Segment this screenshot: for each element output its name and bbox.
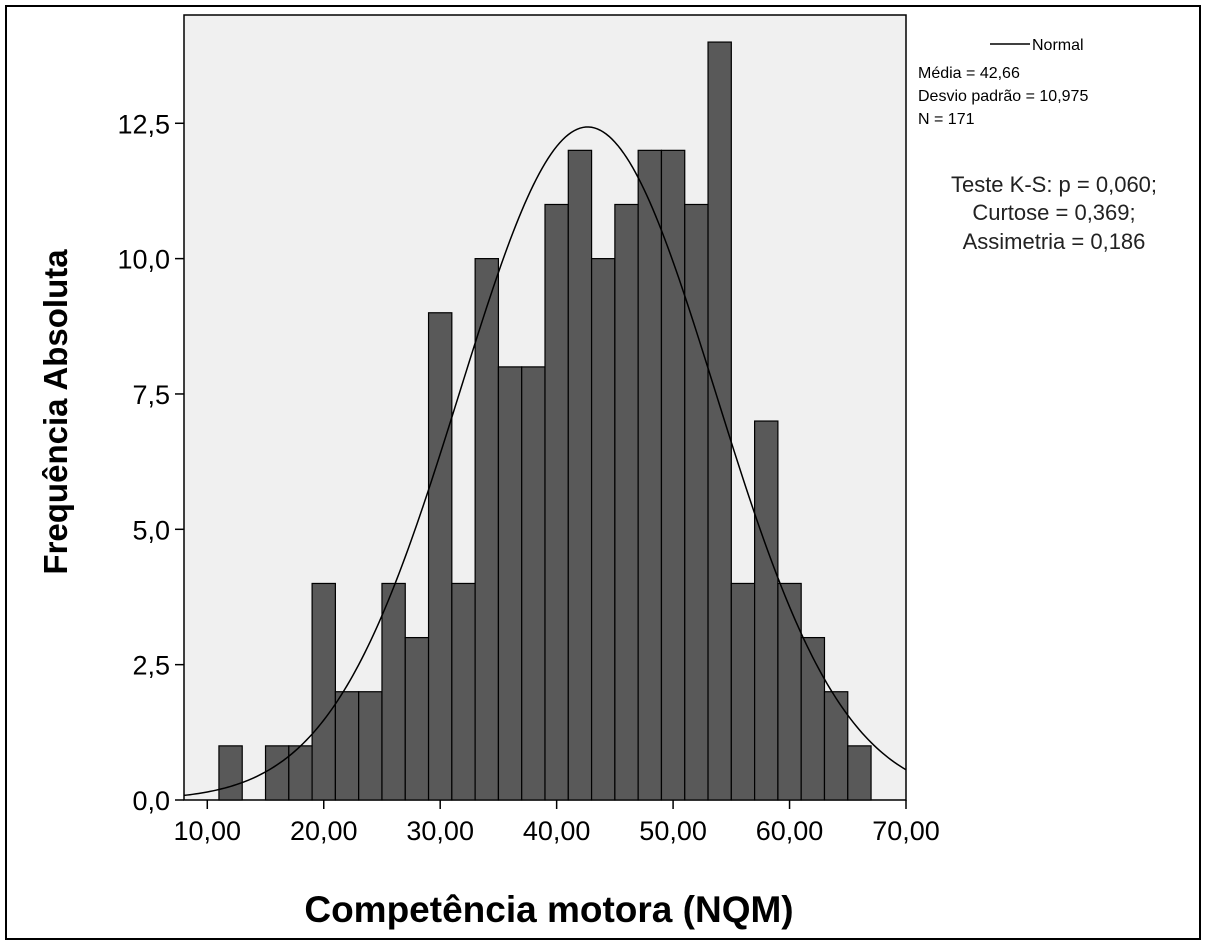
histogram-bar (311, 582, 336, 801)
histogram-bar (427, 312, 453, 801)
histogram-bar (823, 691, 849, 801)
histogram-bar (637, 149, 663, 801)
histogram-bar (544, 203, 569, 801)
legend-n: N = 171 (918, 111, 975, 128)
y-tick-label: 12,5 (117, 109, 170, 139)
histogram-bar (800, 636, 826, 801)
y-axis-title: Frequência Absoluta (37, 249, 74, 575)
y-tick-label: 5,0 (132, 515, 170, 545)
histogram-bar (218, 745, 243, 801)
x-tick-label: 70,00 (872, 816, 940, 846)
y-tick-label: 7,5 (132, 380, 170, 410)
stats-annotation: Teste K-S: p = 0,060; Curtose = 0,369; A… (951, 172, 1157, 254)
histogram-bar (707, 41, 732, 801)
histogram-bar (730, 582, 756, 801)
y-tick-label: 10,0 (117, 245, 170, 275)
histogram-bar (590, 258, 616, 801)
stats-line-curtose: Curtose = 0,369; (972, 200, 1135, 225)
stats-line-assimetria: Assimetria = 0,186 (963, 229, 1146, 254)
x-tick-label: 40,00 (523, 816, 591, 846)
histogram-bar (567, 149, 593, 801)
y-tick-label: 2,5 (132, 651, 170, 681)
histogram-bar (358, 691, 383, 801)
histogram-bar (521, 366, 546, 801)
x-tick-label: 60,00 (756, 816, 824, 846)
legend: Normal Média = 42,66 Desvio padrão = 10,… (918, 37, 1088, 128)
histogram-bar (497, 366, 523, 801)
histogram-bar (684, 203, 709, 801)
histogram-bar (614, 203, 639, 801)
axes-group: 10,00 20,00 30,00 40,00 50,00 60,00 70,00 0,0 2,… (117, 109, 939, 846)
x-axis-title: Competência motora (NQM) (304, 889, 793, 930)
histogram-bar (451, 582, 476, 801)
y-tick-label: 0,0 (132, 786, 170, 816)
x-tick-label: 50,00 (639, 816, 707, 846)
x-tick-label: 10,00 (174, 816, 242, 846)
x-tick-label: 20,00 (290, 816, 358, 846)
legend-mean: Média = 42,66 (918, 65, 1020, 82)
histogram-bar (474, 258, 500, 801)
bars-group (218, 41, 872, 801)
stats-line-ks: Teste K-S: p = 0,060; (951, 172, 1157, 197)
histogram-bar (334, 691, 360, 801)
histogram-bar (847, 745, 872, 801)
histogram-bar (381, 582, 406, 801)
legend-normal-label: Normal (1032, 37, 1084, 54)
legend-sd: Desvio padrão = 10,975 (918, 88, 1088, 105)
histogram-bar (660, 149, 686, 801)
histogram-bar (404, 636, 430, 801)
histogram-bar (777, 582, 802, 801)
histogram-bar (264, 745, 290, 801)
histogram-bar (754, 420, 779, 801)
normal-curve-line (183, 126, 907, 797)
x-tick-label: 30,00 (406, 816, 474, 846)
